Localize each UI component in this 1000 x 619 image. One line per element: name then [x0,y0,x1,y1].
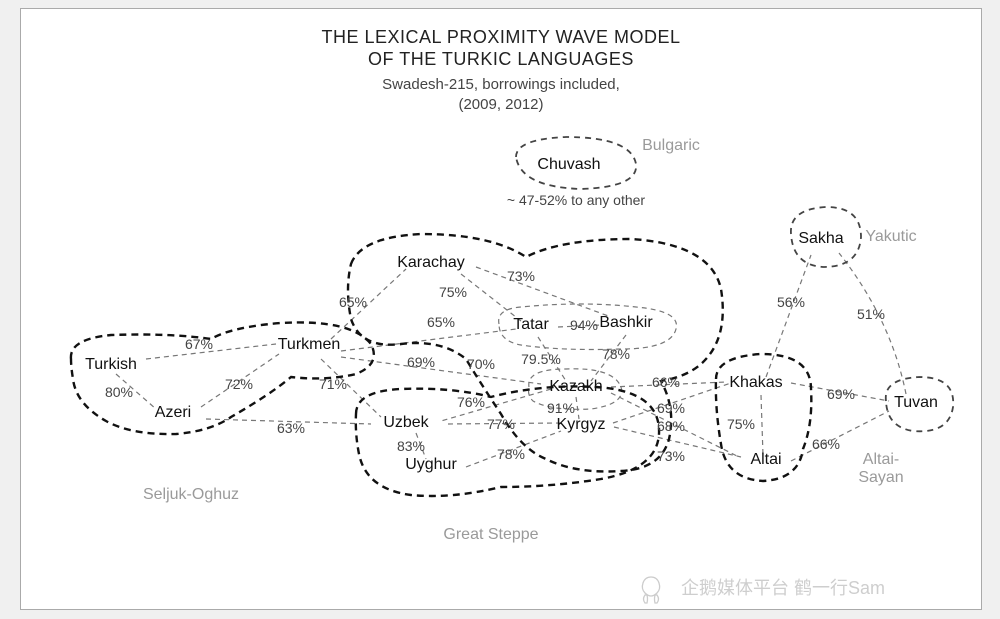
lang-uyghur: Uyghur [405,456,457,473]
lang-tatar: Tatar [513,316,549,333]
lang-turkish: Turkish [85,356,137,373]
lang-altai: Altai [750,451,781,468]
lang-uzbek: Uzbek [383,414,429,431]
pct-label: 76% [457,394,485,410]
pct-label: 91% [547,400,575,416]
edge [341,357,541,384]
diagram-frame: THE LEXICAL PROXIMITY WAVE MODEL OF THE … [20,8,982,610]
lang-turkmen: Turkmen [278,336,341,353]
pct-label: 79.5% [521,351,561,367]
pct-label: 78% [602,346,630,362]
pct-label: 69% [407,354,435,370]
pct-label: 73% [657,448,685,464]
subtitle-2: (2009, 2012) [458,96,543,113]
pct-label: 94% [570,317,598,333]
lang-khakas: Khakas [729,374,782,391]
pct-label: 70% [467,356,495,372]
pct-label: 63% [277,420,305,436]
pct-label: 65% [339,294,367,310]
pct-label: 73% [507,268,535,284]
edge [476,267,611,317]
group-label-bulgaric: Bulgaric [642,137,700,154]
pct-label: 66% [652,374,680,390]
percent-labels: 80% 67% 72% 63% 71% 65% 65% 75% 73% 94% 69% 70% 79.5… [105,268,885,464]
pct-label: 67% [185,336,213,352]
title-line1: THE LEXICAL PROXIMITY WAVE MODEL [321,27,680,47]
pct-label: 68% [657,418,685,434]
group-label-altaisayan: Sayan [858,469,903,486]
pct-label: 71% [319,376,347,392]
edge [761,395,763,455]
watermark-text: 企鹅媒体平台 鹤一行Sam [681,578,885,598]
lang-azeri: Azeri [155,404,191,421]
group-label-yakutic: Yakutic [865,228,916,245]
group-label-greatsteppe: Great Steppe [443,526,538,543]
pct-label: 69% [827,386,855,402]
pct-label: 69% [657,400,685,416]
title-line2: OF THE TURKIC LANGUAGES [368,49,634,69]
diagram-svg: THE LEXICAL PROXIMITY WAVE MODEL OF THE … [21,9,981,609]
pct-label: 72% [225,376,253,392]
group-label-altaisayan: Altai- [863,451,899,468]
lang-sakha: Sakha [798,230,843,247]
lang-bashkir: Bashkir [599,314,653,331]
lang-tuvan: Tuvan [894,394,938,411]
subtitle-1: Swadesh-215, borrowings included, [382,76,620,93]
edges-group [116,253,906,467]
pct-label: 77% [487,416,515,432]
pct-label: 75% [439,284,467,300]
chuvash-note: ~ 47-52% to any other [507,192,645,208]
pct-label: 80% [105,384,133,400]
watermark: 企鹅媒体平台 鹤一行Sam [642,577,885,603]
pct-label: 65% [427,314,455,330]
pct-label: 78% [497,446,525,462]
lang-kazakh: Kazakh [549,378,602,395]
lang-kyrgyz: Kyrgyz [557,416,606,433]
pct-label: 66% [812,436,840,452]
lang-karachay: Karachay [397,254,465,271]
pct-label: 56% [777,294,805,310]
group-label-seljuk: Seljuk-Oghuz [143,486,239,503]
pct-label: 83% [397,438,425,454]
pct-label: 75% [727,416,755,432]
lang-chuvash: Chuvash [537,156,600,173]
edge [839,253,906,394]
pct-label: 51% [857,306,885,322]
penguin-icon [642,577,659,603]
